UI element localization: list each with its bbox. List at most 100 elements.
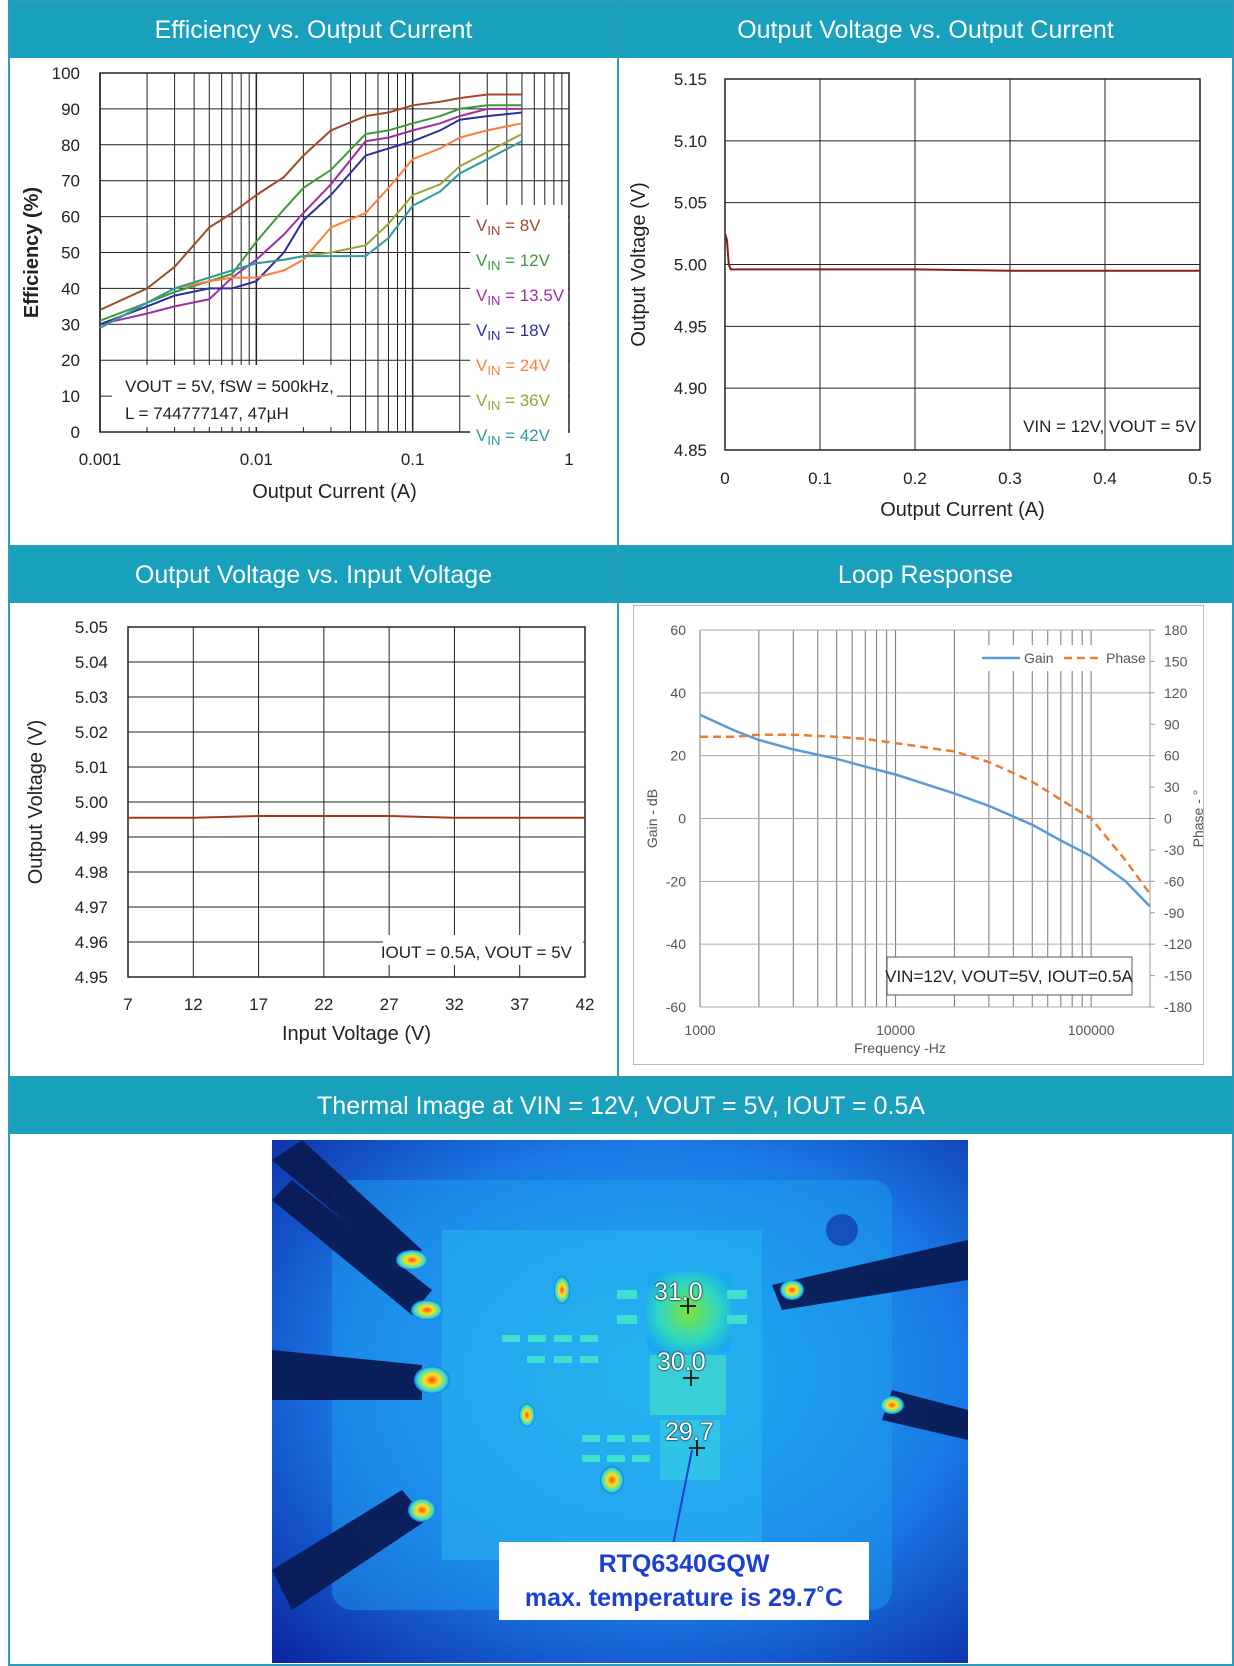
eff-ytick-label: 60 bbox=[61, 208, 80, 227]
eff-series-line bbox=[99, 133, 523, 329]
loop-y2tick-label: -90 bbox=[1164, 905, 1184, 921]
loop-ytick-label: -40 bbox=[666, 936, 686, 952]
loop-y2tick-label: -30 bbox=[1164, 842, 1184, 858]
loop-plot-frame bbox=[633, 605, 1204, 1065]
vv-ytick-label: 4.98 bbox=[75, 863, 108, 882]
loop-ytick-label: 0 bbox=[678, 811, 686, 827]
vv-xtick-label: 42 bbox=[576, 995, 595, 1014]
eff-legend-entry: VIN = 13.5V bbox=[476, 286, 565, 308]
eff-series-line bbox=[99, 104, 522, 322]
loop-y2tick-label: 120 bbox=[1164, 685, 1188, 701]
eff-series-line bbox=[99, 93, 522, 311]
vv-ytick-label: 5.05 bbox=[75, 618, 108, 637]
vout-iout-title: Output Voltage vs. Output Current bbox=[619, 2, 1232, 58]
loop-y2tick-label: 30 bbox=[1164, 779, 1180, 795]
eff-series-line bbox=[99, 140, 523, 329]
eff-xtick-label: 1 bbox=[564, 450, 573, 469]
loop-y2tick-label: -120 bbox=[1164, 936, 1192, 952]
loop-y2tick-label: 0 bbox=[1164, 811, 1172, 827]
vi-xtick-label: 0.2 bbox=[903, 469, 927, 488]
loop-xtick-label: 100000 bbox=[1068, 1022, 1115, 1038]
vi-annotation: VIN = 12V, VOUT = 5V bbox=[1023, 417, 1197, 436]
vv-ytick-label: 5.01 bbox=[75, 758, 108, 777]
loop-annotation-box bbox=[886, 956, 1133, 996]
vv-ytick-label: 4.96 bbox=[75, 933, 108, 952]
loop-xaxis-label: Frequency -Hz bbox=[854, 1040, 946, 1056]
thermal-spot-3: 29.7 bbox=[665, 1418, 714, 1446]
eff-ytick-label: 50 bbox=[61, 244, 80, 263]
eff-annotation-line: VOUT = 5V, fSW = 500kHz, bbox=[125, 377, 334, 396]
vi-xtick-label: 0.5 bbox=[1188, 469, 1212, 488]
vi-ytick-label: 5.05 bbox=[674, 194, 707, 213]
loop-ytick-label: 20 bbox=[670, 748, 686, 764]
loop-ytick-label: 40 bbox=[670, 685, 686, 701]
vi-series-line bbox=[724, 233, 1200, 272]
vi-xtick-label: 0.4 bbox=[1093, 469, 1117, 488]
vv-xtick-label: 32 bbox=[445, 995, 464, 1014]
eff-ytick-label: 70 bbox=[61, 172, 80, 191]
eff-ytick-label: 30 bbox=[61, 315, 80, 334]
vi-ytick-label: 4.95 bbox=[674, 317, 707, 336]
loop-series-line bbox=[700, 733, 1152, 895]
loop-series-line bbox=[699, 713, 1151, 908]
vout-iout-panel: Output Voltage vs. Output Current bbox=[617, 0, 1234, 547]
loop-legend-entry: Phase bbox=[1106, 650, 1146, 666]
vv-yaxis-label: Output Voltage (V) bbox=[25, 720, 47, 885]
eff-legend-bg bbox=[470, 205, 568, 437]
loop-y2tick-label: 90 bbox=[1164, 716, 1180, 732]
eff-series-line bbox=[99, 122, 523, 329]
eff-annotation-line: L = 744777147, 47µH bbox=[125, 404, 289, 423]
eff-yaxis-label: Efficiency (%) bbox=[21, 187, 43, 318]
eff-xtick-label: 0.01 bbox=[240, 450, 273, 469]
loop-ytick-label: -60 bbox=[666, 999, 686, 1015]
loop-y2tick-label: -60 bbox=[1164, 873, 1184, 889]
loop-xtick-label: 1000 bbox=[684, 1022, 715, 1038]
eff-legend-entry: VIN = 36V bbox=[476, 391, 551, 413]
vv-xtick-label: 27 bbox=[380, 995, 399, 1014]
eff-legend-entry: VIN = 12V bbox=[476, 251, 551, 273]
eff-ytick-label: 80 bbox=[61, 136, 80, 155]
vv-xaxis-label: Input Voltage (V) bbox=[282, 1023, 431, 1045]
loop-xtick-label: 10000 bbox=[876, 1022, 915, 1038]
eff-annotation-bg bbox=[112, 365, 337, 427]
vi-ytick-label: 5.15 bbox=[674, 70, 707, 89]
vv-xtick-label: 7 bbox=[123, 995, 132, 1014]
vv-xtick-label: 12 bbox=[184, 995, 203, 1014]
eff-legend-entry: VIN = 8V bbox=[476, 216, 541, 238]
vi-yaxis-label: Output Voltage (V) bbox=[628, 182, 650, 347]
vv-series-line bbox=[128, 815, 585, 819]
eff-xtick-label: 0.001 bbox=[79, 450, 122, 469]
thermal-spot-1: 31.0 bbox=[654, 1278, 703, 1306]
loop-y2tick-label: -180 bbox=[1164, 999, 1192, 1015]
eff-ytick-label: 40 bbox=[61, 279, 80, 298]
loop-title: Loop Response bbox=[619, 547, 1232, 603]
vi-xtick-label: 0.1 bbox=[808, 469, 832, 488]
eff-xaxis-label: Output Current (A) bbox=[252, 481, 417, 503]
eff-legend-entry: VIN = 18V bbox=[476, 321, 551, 343]
vv-xtick-label: 37 bbox=[510, 995, 529, 1014]
eff-xtick-label: 0.1 bbox=[401, 450, 425, 469]
loop-annotation: VIN=12V, VOUT=5V, IOUT=0.5A bbox=[885, 967, 1133, 986]
eff-ytick-label: 100 bbox=[52, 64, 80, 83]
vv-ytick-label: 5.02 bbox=[75, 723, 108, 742]
callout-temperature: max. temperature is 29.7˚C bbox=[524, 1584, 844, 1612]
loop-y2tick-label: 60 bbox=[1164, 748, 1180, 764]
eff-series-line bbox=[99, 107, 522, 326]
vi-ytick-label: 4.90 bbox=[674, 379, 707, 398]
eff-legend-entry: VIN = 42V bbox=[476, 426, 551, 448]
vv-ytick-label: 4.99 bbox=[75, 828, 108, 847]
loop-y2tick-label: -150 bbox=[1164, 968, 1192, 984]
loop-ytick-label: -20 bbox=[666, 873, 686, 889]
loop-legend-entry: Gain bbox=[1024, 650, 1054, 666]
vi-ytick-label: 5.10 bbox=[674, 132, 707, 151]
vi-xtick-label: 0 bbox=[720, 469, 729, 488]
loop-yaxis-label: Gain - dB bbox=[644, 789, 660, 848]
efficiency-title: Efficiency vs. Output Current bbox=[10, 2, 617, 58]
vi-xtick-label: 0.3 bbox=[998, 469, 1022, 488]
loop-y2axis-label: Phase - ° bbox=[1190, 790, 1206, 848]
vv-annotation-bg bbox=[383, 935, 583, 965]
loop-y2tick-label: 150 bbox=[1164, 653, 1188, 669]
vv-annotation: IOUT = 0.5A, VOUT = 5V bbox=[381, 943, 573, 962]
vv-xtick-label: 17 bbox=[249, 995, 268, 1014]
